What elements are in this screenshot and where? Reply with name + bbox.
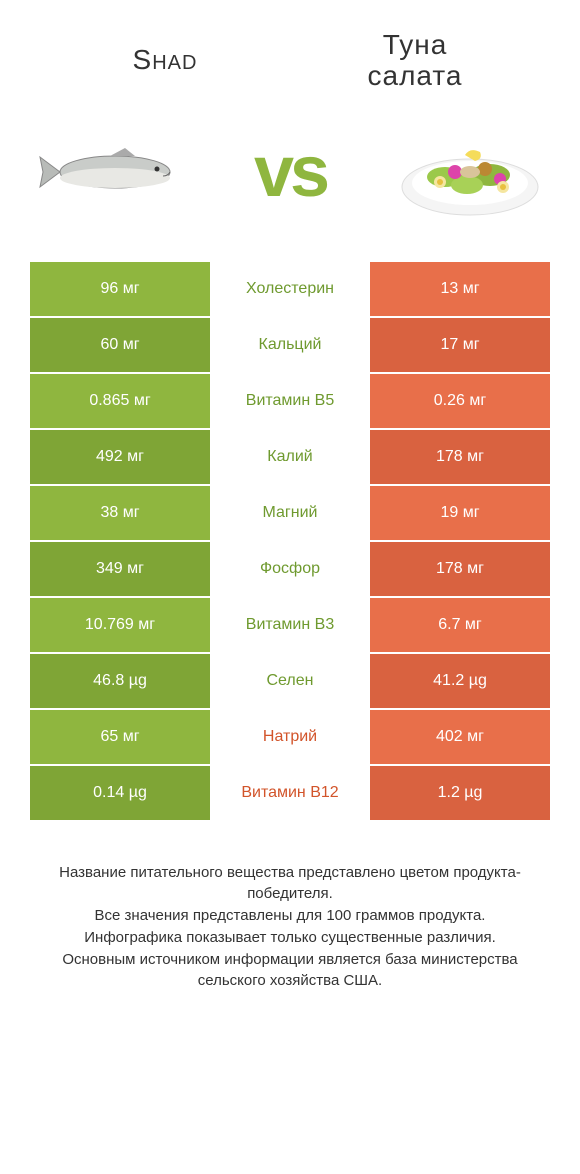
footer-line: Название питательного вещества представл… [30, 862, 550, 906]
right-value: 178 мг [370, 542, 550, 596]
table-row: 10.769 мгВитамин B36.7 мг [30, 598, 550, 654]
left-value: 46.8 µg [30, 654, 210, 708]
vs-row: vs [0, 102, 580, 262]
footer-line: Основным источником информации является … [30, 949, 550, 993]
right-value: 13 мг [370, 262, 550, 316]
table-row: 60 мгКальций17 мг [30, 318, 550, 374]
left-value: 96 мг [30, 262, 210, 316]
nutrient-label: Калий [210, 430, 370, 484]
table-row: 349 мгФосфор178 мг [30, 542, 550, 598]
left-value: 349 мг [30, 542, 210, 596]
comparison-table: 96 мгХолестерин13 мг60 мгКальций17 мг0.8… [30, 262, 550, 822]
nutrient-label: Витамин B5 [210, 374, 370, 428]
nutrient-label: Магний [210, 486, 370, 540]
right-value: 17 мг [370, 318, 550, 372]
fish-icon [35, 142, 185, 202]
table-row: 46.8 µgСелен41.2 µg [30, 654, 550, 710]
left-value: 0.14 µg [30, 766, 210, 820]
table-row: 0.14 µgВитамин B121.2 µg [30, 766, 550, 822]
table-row: 65 мгНатрий402 мг [30, 710, 550, 766]
right-value: 0.26 мг [370, 374, 550, 428]
left-value: 65 мг [30, 710, 210, 764]
right-food-image [390, 112, 550, 232]
nutrient-label: Холестерин [210, 262, 370, 316]
left-value: 492 мг [30, 430, 210, 484]
left-value: 38 мг [30, 486, 210, 540]
salad-icon [395, 117, 545, 227]
right-value: 19 мг [370, 486, 550, 540]
footer-notes: Название питательного вещества представл… [0, 822, 580, 1013]
vs-label: vs [254, 131, 326, 213]
nutrient-label: Витамин B12 [210, 766, 370, 820]
header: Shad Туна салата [0, 0, 580, 102]
right-value: 1.2 µg [370, 766, 550, 820]
table-row: 38 мгМагний19 мг [30, 486, 550, 542]
table-row: 492 мгКалий178 мг [30, 430, 550, 486]
left-value: 0.865 мг [30, 374, 210, 428]
table-row: 0.865 мгВитамин B50.26 мг [30, 374, 550, 430]
right-food-title: Туна салата [290, 30, 540, 92]
nutrient-label: Фосфор [210, 542, 370, 596]
table-row: 96 мгХолестерин13 мг [30, 262, 550, 318]
right-value: 6.7 мг [370, 598, 550, 652]
footer-line: Инфографика показывает только существенн… [30, 927, 550, 949]
right-value: 41.2 µg [370, 654, 550, 708]
right-value: 178 мг [370, 430, 550, 484]
left-value: 10.769 мг [30, 598, 210, 652]
left-food-image [30, 112, 190, 232]
left-food-title: Shad [40, 45, 290, 76]
left-value: 60 мг [30, 318, 210, 372]
footer-line: Все значения представлены для 100 граммо… [30, 905, 550, 927]
nutrient-label: Селен [210, 654, 370, 708]
nutrient-label: Витамин B3 [210, 598, 370, 652]
nutrient-label: Кальций [210, 318, 370, 372]
nutrient-label: Натрий [210, 710, 370, 764]
right-value: 402 мг [370, 710, 550, 764]
